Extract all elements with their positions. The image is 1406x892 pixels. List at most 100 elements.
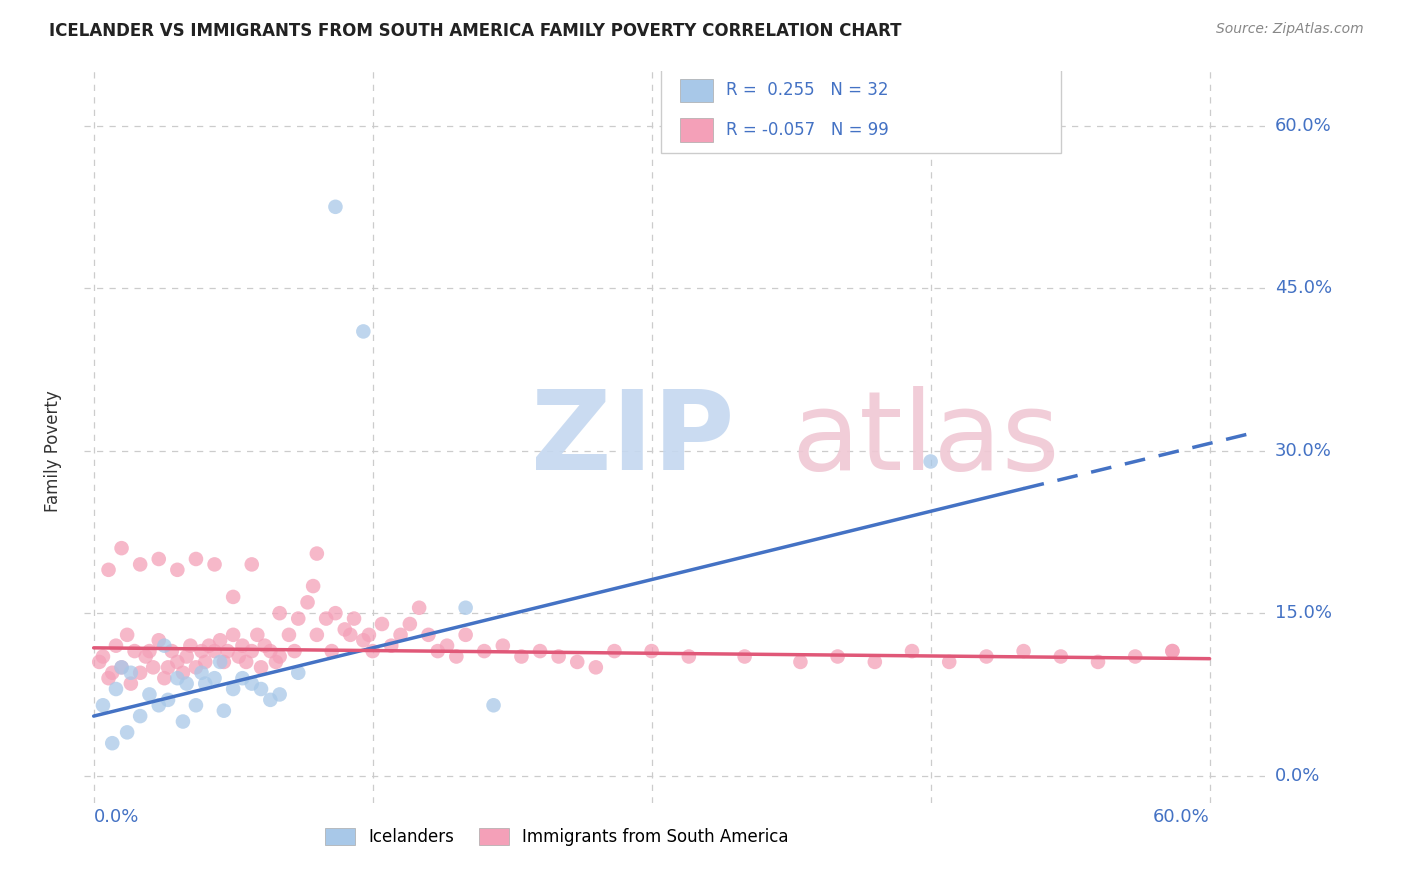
Point (104, 639, 127, 653)
Point (231, 639, 253, 653)
Point (179, 639, 201, 653)
Point (91, 649, 114, 664)
Point (357, 628, 380, 642)
Point (510, 649, 533, 664)
Point (287, 665, 309, 680)
Text: 30.0%: 30.0% (1275, 442, 1331, 459)
Point (269, 649, 291, 664)
Point (287, 611, 309, 625)
Point (529, 644, 551, 658)
Point (585, 660, 607, 674)
Point (212, 655, 235, 669)
Point (408, 600, 430, 615)
Point (640, 644, 662, 658)
Point (129, 709, 152, 723)
FancyBboxPatch shape (661, 66, 1060, 153)
Point (212, 704, 235, 718)
Point (222, 681, 245, 696)
Point (240, 644, 263, 658)
Point (176, 676, 198, 690)
Point (339, 628, 361, 642)
Point (204, 671, 226, 685)
Point (678, 649, 700, 664)
Point (172, 665, 194, 680)
Point (297, 595, 319, 609)
Point (166, 671, 188, 685)
Point (305, 547, 328, 561)
Text: ICELANDER VS IMMIGRANTS FROM SOUTH AMERICA FAMILY POVERTY CORRELATION CHART: ICELANDER VS IMMIGRANTS FROM SOUTH AMERI… (49, 22, 901, 40)
Point (454, 628, 477, 642)
Point (160, 644, 183, 658)
Point (148, 698, 170, 713)
Text: R =  0.255   N = 32: R = 0.255 N = 32 (725, 81, 889, 99)
Point (194, 655, 217, 669)
Point (148, 633, 170, 648)
Point (129, 665, 152, 680)
Point (129, 558, 152, 572)
Point (901, 644, 924, 658)
Point (124, 644, 146, 658)
Point (101, 665, 124, 680)
Point (352, 633, 374, 648)
Point (259, 644, 281, 658)
Point (492, 639, 515, 653)
Text: atlas: atlas (792, 386, 1060, 493)
Point (153, 639, 176, 653)
Point (259, 693, 281, 707)
Point (176, 649, 198, 664)
Point (110, 541, 132, 556)
Point (115, 628, 138, 642)
Point (209, 633, 232, 648)
Point (115, 725, 138, 739)
Point (91, 698, 114, 713)
Point (482, 698, 505, 713)
Point (863, 655, 886, 669)
Point (333, 623, 356, 637)
Point (389, 628, 412, 642)
Text: ZIP: ZIP (530, 386, 734, 493)
Point (1087, 655, 1109, 669)
Point (157, 660, 180, 674)
Point (253, 639, 276, 653)
Point (194, 676, 217, 690)
Point (110, 660, 132, 674)
Point (827, 649, 849, 664)
Point (380, 639, 402, 653)
Point (138, 644, 160, 658)
Point (104, 681, 127, 696)
Point (97, 671, 120, 685)
Text: 0.0%: 0.0% (1275, 767, 1320, 785)
Point (142, 660, 165, 674)
Point (734, 649, 756, 664)
Point (138, 688, 160, 702)
Point (246, 628, 269, 642)
Point (184, 552, 207, 566)
Point (97, 563, 120, 577)
Point (361, 644, 384, 658)
Point (120, 676, 142, 690)
Point (371, 617, 394, 632)
Point (1012, 644, 1035, 658)
Bar (679, 78, 713, 103)
Point (222, 590, 245, 604)
Point (217, 644, 239, 658)
Point (240, 558, 263, 572)
Point (1123, 649, 1146, 664)
Point (283, 644, 305, 658)
Text: Family Poverty: Family Poverty (44, 390, 62, 511)
Point (321, 644, 343, 658)
Point (231, 671, 253, 685)
Point (250, 660, 273, 674)
Point (938, 655, 960, 669)
Point (472, 644, 495, 658)
Point (446, 649, 468, 664)
Point (325, 200, 347, 214)
Text: 60.0%: 60.0% (1153, 808, 1209, 826)
Point (343, 611, 366, 625)
Point (135, 649, 157, 664)
Text: 45.0%: 45.0% (1275, 279, 1331, 297)
Point (89, 655, 111, 669)
Point (264, 655, 287, 669)
Text: Source: ZipAtlas.com: Source: ZipAtlas.com (1216, 22, 1364, 37)
Point (184, 660, 207, 674)
